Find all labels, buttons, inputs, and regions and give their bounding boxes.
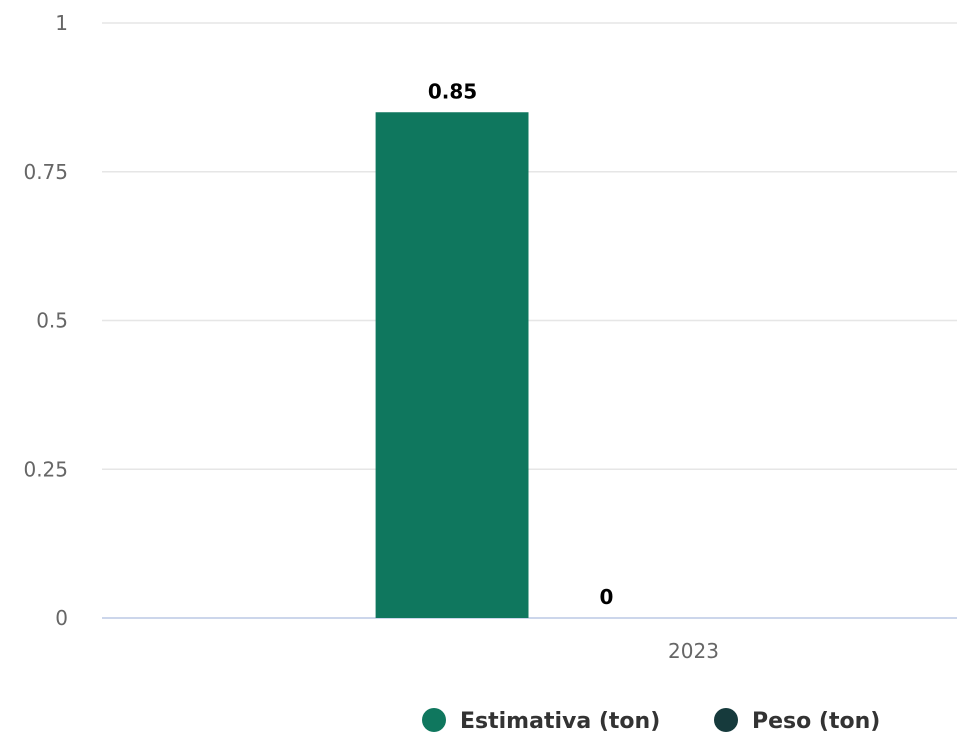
legend-label: Estimativa (ton) <box>460 709 660 734</box>
data-labels: 0.85 0 <box>428 79 614 609</box>
legend-item[interactable]: Peso (ton) <box>714 708 880 734</box>
y-tick-label: 0.5 <box>36 309 68 333</box>
legend-label: Peso (ton) <box>752 709 880 734</box>
y-tick-label: 0.75 <box>23 160 68 184</box>
y-tick-label: 0 <box>55 606 68 630</box>
y-axis: 0 0.25 0.5 0.75 1 <box>23 11 68 630</box>
y-tick-label: 0.25 <box>23 457 68 481</box>
data-label: 0.85 <box>428 79 477 103</box>
gridlines <box>102 22 957 619</box>
legend-marker-icon <box>422 708 446 732</box>
x-axis: 2023 <box>668 639 719 663</box>
y-tick-label: 1 <box>55 11 68 35</box>
legend: Estimativa (ton) Peso (ton) <box>422 708 880 734</box>
data-label: 0 <box>599 585 613 609</box>
bars <box>375 112 529 618</box>
legend-marker-icon <box>714 708 738 732</box>
legend-item[interactable]: Estimativa (ton) <box>422 708 660 734</box>
x-tick-label: 2023 <box>668 639 719 663</box>
bar <box>375 112 529 618</box>
